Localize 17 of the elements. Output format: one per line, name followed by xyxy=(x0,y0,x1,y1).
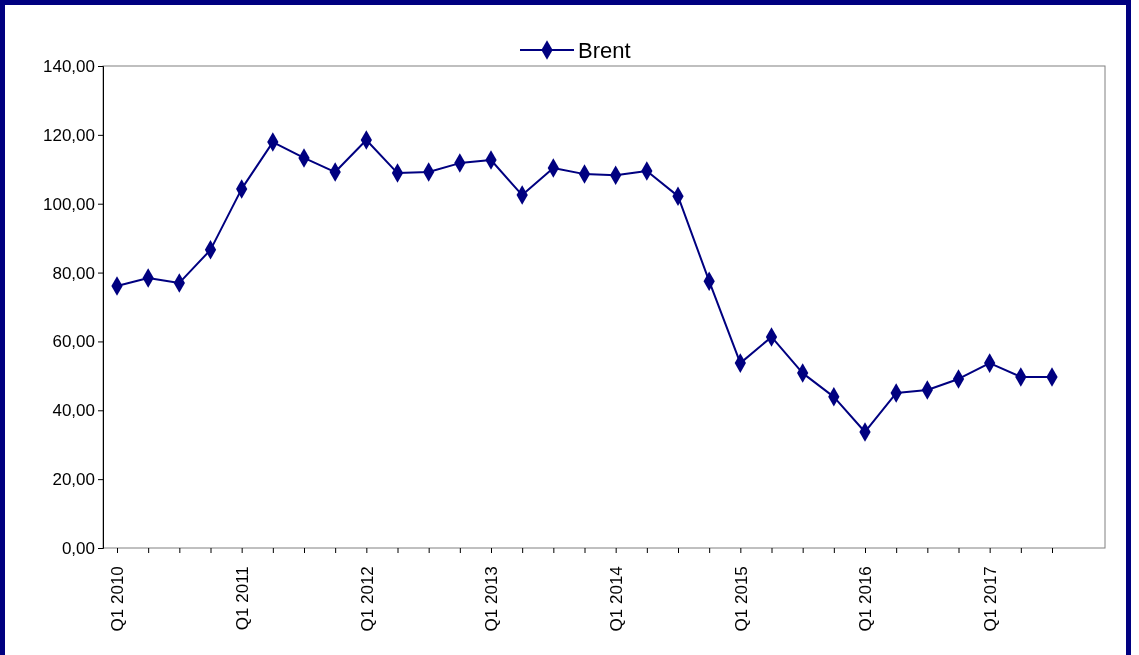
x-tick-label: Q1 2015 xyxy=(731,566,751,632)
x-tick-label: Q1 2017 xyxy=(981,566,1001,632)
y-tick-label: 100,00 xyxy=(43,194,95,214)
y-tick-label: 40,00 xyxy=(52,401,95,421)
y-tick-label: 140,00 xyxy=(43,56,95,76)
x-tick-label: Q1 2013 xyxy=(482,566,502,632)
legend-label: Brent xyxy=(578,37,631,63)
y-tick-label: 20,00 xyxy=(52,470,95,490)
x-tick-label: Q1 2011 xyxy=(233,566,253,631)
y-tick-label: 60,00 xyxy=(52,332,95,352)
y-tick-label: 0,00 xyxy=(61,538,95,558)
x-tick-label: Q1 2016 xyxy=(856,566,876,632)
x-tick-label: Q1 2012 xyxy=(357,566,377,632)
y-tick-label: 80,00 xyxy=(52,263,95,283)
x-tick-label: Q1 2014 xyxy=(607,566,627,632)
y-tick-label: 120,00 xyxy=(43,125,95,145)
x-tick-label: Q1 2010 xyxy=(108,566,128,632)
